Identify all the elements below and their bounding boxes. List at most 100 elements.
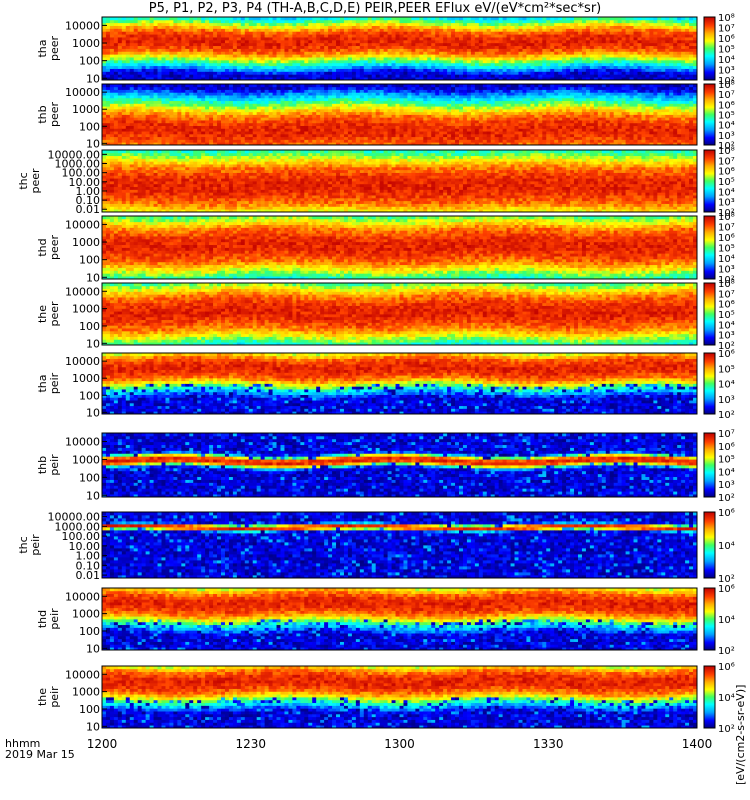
colorbar-tick-label: 10⁵ — [718, 310, 735, 321]
x-tick-label: 1200 — [87, 737, 118, 751]
y-tick-label: 10000.00 — [48, 148, 101, 161]
x-tick-label: 1330 — [533, 737, 564, 751]
colorbar-tick-label: 10⁴ — [718, 380, 735, 391]
heatmap-cells — [102, 283, 697, 345]
y-tick-label: 1000 — [72, 453, 100, 466]
y-tick-label: 10000 — [65, 86, 100, 99]
spectrogram-panel: 10 100 1000 10000 tha peir 10⁶ 10⁵ 10⁴ 10³ 10² — [36, 349, 735, 421]
colorbar-tick-label: 10⁸ — [718, 212, 735, 223]
y-tick-label: 100 — [79, 703, 100, 716]
y-tick-label: 10 — [86, 406, 100, 419]
y-tick-label: 0.01 — [76, 569, 101, 582]
y-tick-label: 100.00 — [62, 530, 101, 543]
x-axis-label: hhmm — [5, 737, 40, 750]
panel-frame — [101, 665, 698, 729]
panel-frame — [101, 83, 698, 146]
y-tick-label: 1.00 — [76, 550, 101, 563]
y-tick-label: 1000.00 — [55, 158, 101, 171]
y-axis-label: thd — [36, 610, 49, 628]
y-tick-label: 10 — [86, 720, 100, 733]
colorbar — [703, 587, 716, 651]
y-axis-label: thb — [36, 105, 49, 123]
panel-frame — [101, 352, 698, 415]
y-axis-label: peer — [48, 301, 61, 327]
spectrogram-panel: 10 100 1000 10000 thd peer 10⁸10⁷10⁶10⁵10⁴10³1… — [36, 212, 735, 286]
y-axis-label: peir — [48, 372, 61, 394]
colorbar-tick-label: 10⁶ — [718, 167, 735, 178]
colorbar-tick-label: 10² — [718, 493, 735, 504]
colorbar-tick-label: 10⁷ — [718, 24, 735, 35]
colorbar-tick-label: 10⁸ — [718, 13, 735, 24]
y-axis-label: tha — [36, 374, 49, 392]
colorbar-tick-label: 10³ — [718, 131, 735, 142]
figure-title: P5, P1, P2, P3, P4 (TH-A,B,C,D,E) PEIR,P… — [0, 1, 750, 16]
y-tick-label: 10000 — [65, 285, 100, 298]
y-axis-label: tha — [36, 39, 49, 57]
spectrogram-panel: 10 100 1000 10000 tha peer 10⁸10⁷10⁶10⁵10⁴10³1… — [36, 13, 735, 87]
y-tick-label: 100 — [79, 625, 100, 638]
colorbar-tick-label: 10³ — [718, 331, 735, 342]
colorbar — [703, 83, 716, 146]
colorbar-tick-label: 10² — [718, 141, 735, 152]
heatmap-cells — [102, 17, 697, 80]
y-tick-label: 1000 — [72, 608, 100, 621]
heatmap-cells — [102, 216, 697, 279]
heatmap-cells — [102, 84, 697, 145]
colorbar-tick-label: 10⁶ — [718, 442, 735, 453]
y-tick-label: 100 — [79, 471, 100, 484]
colorbar-tick-label: 10² — [718, 76, 735, 87]
colorbar-tick-label: 10⁵ — [718, 244, 735, 255]
heatmap-cells — [102, 512, 697, 578]
colorbar-tick-label: 10⁴ — [718, 187, 735, 198]
panel-frame — [101, 16, 698, 81]
x-axis-date: 2019 Mar 15 — [5, 748, 75, 761]
y-tick-label: 100 — [79, 254, 100, 267]
x-tick-label: 1300 — [384, 737, 415, 751]
y-axis-label: peir — [48, 608, 61, 630]
heatmap-cells — [102, 666, 697, 728]
colorbar-label: [eV/(cm2-s-sr-eV)] — [734, 685, 747, 785]
colorbar-tick-label: 10⁴ — [718, 254, 735, 265]
panel-frame — [101, 587, 698, 651]
colorbar — [703, 149, 716, 213]
colorbar-tick-label: 10⁶ — [718, 584, 735, 595]
y-tick-label: 100 — [79, 389, 100, 402]
y-tick-label: 0.10 — [76, 559, 101, 572]
colorbar-tick-label: 10⁸ — [718, 80, 735, 91]
y-tick-label: 10000 — [65, 668, 100, 681]
colorbar-tick-label: 10⁴ — [718, 467, 735, 478]
colorbar-tick-label: 10⁷ — [718, 223, 735, 234]
colorbar — [703, 665, 716, 729]
colorbar-tick-label: 10⁴ — [718, 693, 735, 704]
colorbar — [703, 16, 716, 81]
heatmap-cells — [102, 150, 697, 212]
panel-frame — [101, 282, 698, 346]
y-tick-label: 0.01 — [76, 203, 101, 216]
spectrogram-panel: 10 100 1000 10000 the peir 10⁶ 10⁴ 10² — [36, 662, 735, 735]
colorbar-tick-label: 10⁴ — [718, 121, 735, 132]
y-axis-label: thb — [36, 456, 49, 474]
y-tick-label: 10000 — [65, 590, 100, 603]
y-tick-label: 1.00 — [76, 185, 101, 198]
colorbar-tick-label: 10³ — [718, 265, 735, 276]
colorbar-tick-label: 10² — [718, 724, 735, 735]
colorbar — [703, 352, 716, 415]
heatmap-cells — [102, 588, 697, 650]
colorbar-tick-label: 10² — [718, 574, 735, 585]
panel-frame — [101, 432, 698, 498]
y-tick-label: 1000 — [72, 372, 100, 385]
y-tick-label: 100 — [79, 55, 100, 68]
y-tick-label: 1000 — [72, 236, 100, 249]
panel-frame — [101, 511, 698, 579]
y-tick-label: 10 — [86, 271, 100, 284]
y-axis-label: the — [36, 688, 49, 706]
y-axis-label: peer — [48, 102, 61, 128]
y-tick-label: 1000 — [72, 37, 100, 50]
colorbar — [703, 282, 716, 346]
colorbar-tick-label: 10⁵ — [718, 364, 735, 375]
y-tick-label: 10 — [86, 137, 100, 150]
